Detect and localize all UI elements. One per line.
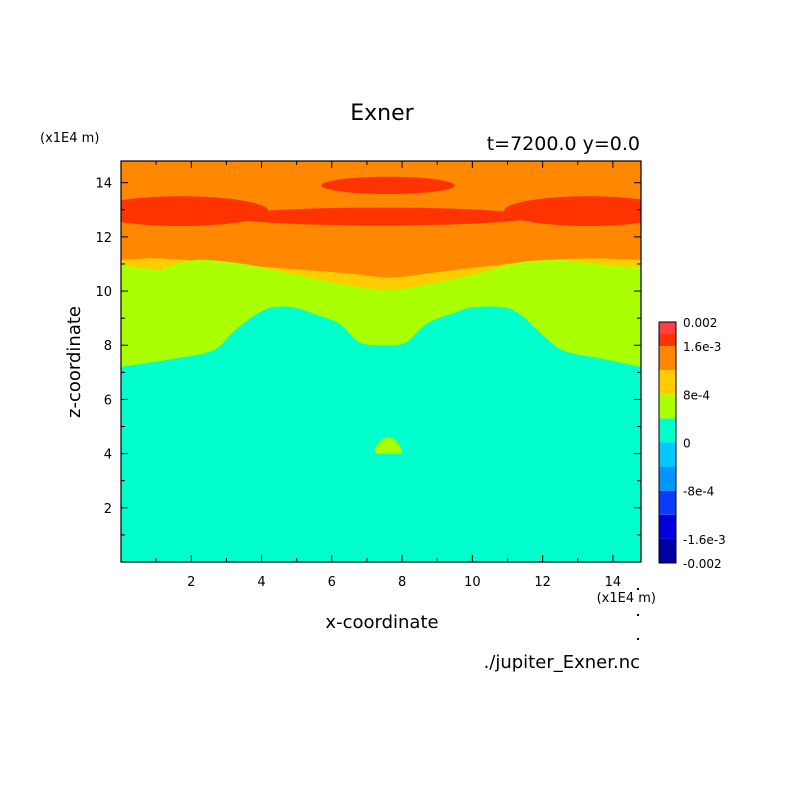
colorbar-frame xyxy=(658,321,677,564)
x-tick-label: 8 xyxy=(398,575,406,590)
colorbar-tick-label: -8e-4 xyxy=(683,485,714,499)
y-tick-label: 14 xyxy=(95,177,112,192)
x-unit-label: (x1E4 m) xyxy=(597,591,656,606)
plot-area xyxy=(121,161,641,562)
colorbar-tick-label: -1.6e-3 xyxy=(683,533,726,547)
colorbar: 0.002 1.6e-3 8e-4 0 -8e-4 -1.6e-3 -0.002 xyxy=(658,316,726,571)
colorbar-tick-label: 1.6e-3 xyxy=(683,340,721,354)
center-red-lens xyxy=(229,207,533,226)
y-tick-label: 6 xyxy=(104,393,112,408)
y-axis-label: z-coordinate xyxy=(64,306,85,418)
colorbar-tick-label: -0.002 xyxy=(683,557,722,571)
chart-subtitle: t=7200.0 y=0.0 xyxy=(487,133,640,155)
right-red-lobe xyxy=(503,196,641,227)
left-red-lobe xyxy=(121,196,269,227)
x-axis-label: x-coordinate xyxy=(325,612,438,633)
colorbar-swatch xyxy=(659,490,676,515)
x-tick-label: 4 xyxy=(257,575,265,590)
y-tick-label: 12 xyxy=(95,231,112,246)
top-red-lens xyxy=(321,176,455,195)
plot-frame xyxy=(120,160,642,563)
colorbar-tick-label: 8e-4 xyxy=(683,388,710,402)
y-unit-label: (x1E4 m) xyxy=(40,131,99,146)
colorbar-tick-label: 0 xyxy=(683,437,691,451)
x-tick-label: 10 xyxy=(464,575,481,590)
chart-title: Exner xyxy=(350,101,414,126)
colorbar-swatch xyxy=(659,322,676,335)
corner-marks xyxy=(637,588,639,640)
colorbar-tick-label: 0.002 xyxy=(683,316,717,330)
colorbar-swatch xyxy=(659,514,676,539)
colorbar-swatch xyxy=(659,418,676,443)
colorbar-swatch xyxy=(659,346,676,371)
axes: 2 4 6 8 10 12 14 2 4 6 8 10 12 14 xyxy=(95,160,642,590)
colorbar-swatch xyxy=(659,538,676,563)
y-tick-label: 8 xyxy=(104,339,112,354)
colorbar-swatch xyxy=(659,442,676,467)
colorbar-swatch xyxy=(659,466,676,491)
colorbar-swatch xyxy=(659,370,676,395)
source-file-label: ./jupiter_Exner.nc xyxy=(484,652,640,673)
x-tick-label: 14 xyxy=(605,575,622,590)
cyan-lower-region xyxy=(121,306,641,562)
colorbar-swatch xyxy=(659,394,676,419)
x-tick-label: 2 xyxy=(187,575,195,590)
y-tick-label: 2 xyxy=(104,502,112,517)
green-bump xyxy=(373,437,403,454)
x-tick-label: 12 xyxy=(534,575,551,590)
y-tick-label: 4 xyxy=(104,448,112,463)
x-tick-label: 6 xyxy=(328,575,336,590)
y-tick-label: 10 xyxy=(95,285,112,300)
